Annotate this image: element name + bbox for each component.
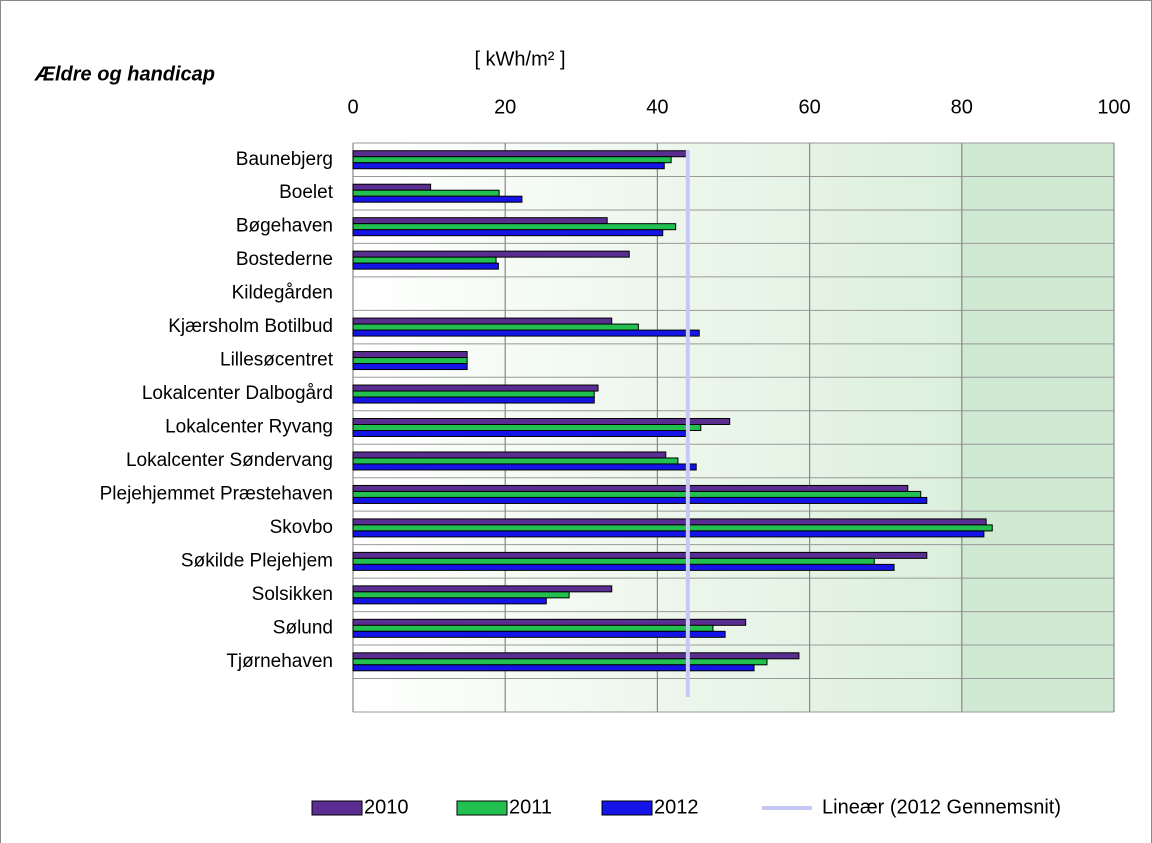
bar [352, 250, 630, 258]
bar [352, 150, 688, 158]
y-tick-label: Boelet [279, 182, 334, 203]
bar [352, 551, 928, 559]
bar [352, 384, 599, 392]
bar [352, 351, 468, 359]
legend-label: 2012 [654, 796, 699, 818]
bar [352, 396, 595, 404]
x-tick-label: 40 [646, 96, 668, 118]
x-tick-label: 0 [347, 96, 358, 118]
bar [352, 189, 500, 197]
bar [352, 223, 677, 231]
legend-swatch [311, 800, 363, 816]
y-tick-label: Solsikken [252, 584, 333, 605]
bar [352, 183, 432, 191]
bar [352, 363, 468, 371]
y-tick-label: Skovbo [270, 517, 333, 538]
bar [352, 664, 755, 672]
x-tick-label: 60 [798, 96, 820, 118]
bar [352, 624, 714, 632]
bar [352, 262, 499, 270]
y-tick-label: Lillesøcentret [220, 350, 334, 371]
bar [352, 329, 700, 337]
y-tick-label: Søkilde Plejehjem [181, 550, 333, 571]
bar [352, 591, 570, 599]
bar [352, 317, 613, 325]
y-tick-label: Kildegården [232, 283, 333, 304]
bar [352, 490, 922, 498]
bar [352, 323, 639, 331]
bar [352, 524, 993, 532]
y-tick-label: Tjørnehaven [226, 651, 333, 672]
bar [352, 652, 800, 660]
chart-title: Ældre og handicap [34, 63, 215, 85]
axis-label: [ kWh/m² ] [474, 48, 565, 70]
y-tick-label: Plejehjemmet Præstehaven [100, 483, 333, 504]
bar [352, 484, 909, 492]
bar [352, 496, 928, 504]
bar [352, 229, 664, 237]
y-tick-label: Sølund [273, 617, 333, 638]
x-tick-label: 100 [1097, 96, 1130, 118]
legend-label: Lineær (2012 Gennemsnit) [822, 796, 1061, 818]
bar [352, 390, 595, 398]
legend-label: 2011 [509, 796, 552, 818]
bar [352, 256, 497, 264]
y-tick-label: Kjærsholm Botilbud [168, 316, 333, 337]
bar [352, 518, 987, 526]
x-tick-label: 80 [951, 96, 973, 118]
bar [352, 557, 875, 565]
legend-swatch [601, 800, 653, 816]
y-tick-label: Lokalcenter Søndervang [126, 450, 333, 471]
y-tick-label: Bostederne [236, 249, 333, 270]
y-tick-label: Lokalcenter Ryvang [165, 417, 333, 438]
bar [352, 418, 731, 425]
bar [352, 597, 547, 605]
y-tick-label: Baunebjerg [236, 149, 333, 170]
bar [352, 424, 702, 431]
bar [352, 217, 608, 225]
legend-label: 2010 [364, 796, 409, 818]
y-tick-label: Lokalcenter Dalbogård [142, 383, 333, 404]
bar [352, 162, 665, 170]
bar [352, 563, 895, 571]
bar [352, 156, 672, 164]
y-tick-label: Bøgehaven [236, 216, 333, 237]
bar [352, 195, 523, 203]
bar [352, 585, 613, 593]
bar [352, 658, 768, 666]
bar [352, 430, 687, 437]
bar [352, 630, 726, 638]
legend-swatch [456, 800, 508, 816]
bar [352, 530, 985, 538]
bar [352, 457, 679, 465]
bar [352, 357, 468, 365]
bar [352, 463, 697, 471]
x-tick-label: 20 [494, 96, 516, 118]
bar [352, 451, 667, 459]
